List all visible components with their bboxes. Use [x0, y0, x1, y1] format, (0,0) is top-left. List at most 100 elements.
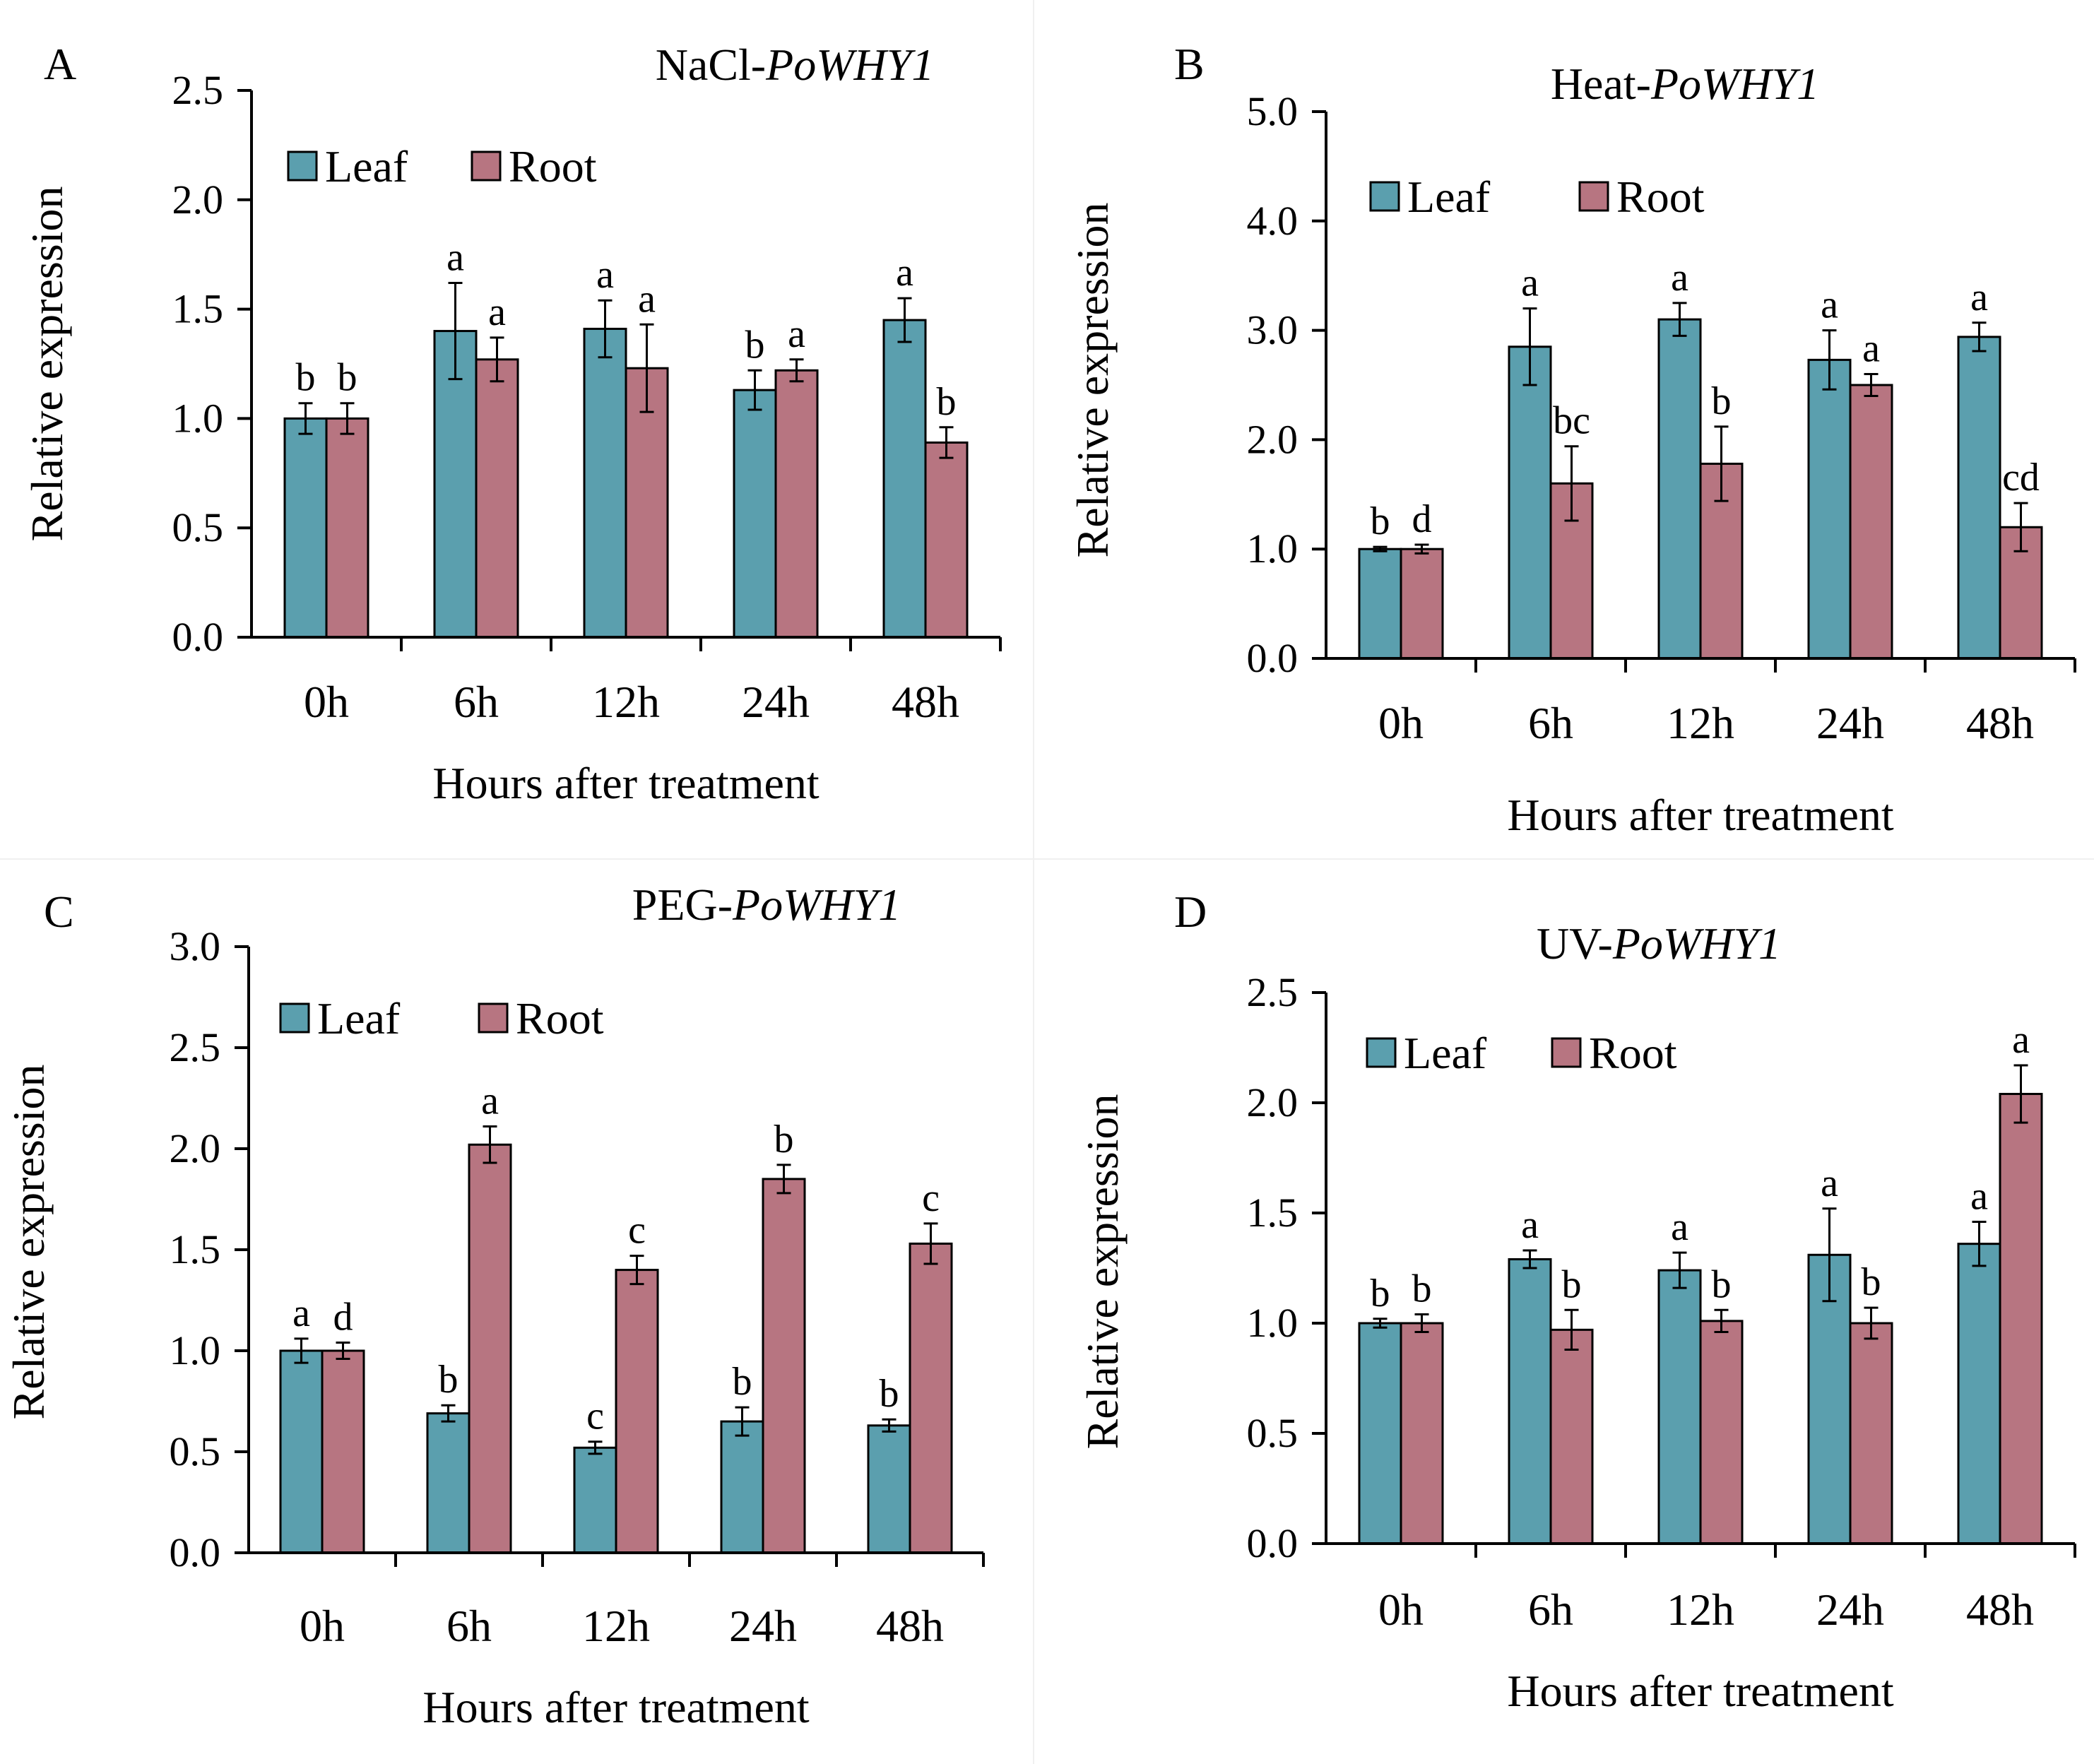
bar-leaf	[1358, 547, 1402, 660]
significance-label: d	[1412, 497, 1432, 541]
x-tick-label: 6h	[454, 677, 499, 727]
chart-title-prefix: PEG-	[632, 880, 733, 930]
bar-root	[615, 1269, 659, 1554]
significance-label: c	[922, 1176, 940, 1220]
bar-root	[1849, 384, 1893, 660]
x-tick-label: 48h	[892, 677, 959, 727]
bar-leaf	[426, 1412, 471, 1554]
significance-label: a	[292, 1291, 310, 1335]
significance-label: a	[446, 235, 464, 279]
x-axis-label: Hours after treatment	[1507, 1666, 1894, 1716]
significance-label: b	[296, 356, 316, 400]
legend-swatch-root	[1578, 181, 1609, 212]
x-tick-label: 6h	[1528, 1585, 1573, 1635]
x-tick-label: 0h	[300, 1601, 345, 1651]
y-tick-label: 2.5	[1247, 969, 1299, 1015]
significance-label: b	[937, 380, 957, 424]
significance-label: a	[2012, 1018, 2030, 1062]
y-axis-label: Relative expression	[1077, 1094, 1128, 1450]
y-tick-label: 1.0	[172, 395, 224, 441]
significance-label: b	[733, 1360, 752, 1404]
significance-label: a	[596, 253, 614, 297]
panel-letter: C	[44, 887, 74, 937]
y-tick-label: 1.0	[1247, 1300, 1299, 1346]
bar-root	[468, 1143, 512, 1554]
bar-leaf	[720, 1420, 764, 1554]
panel-divider-vertical	[1033, 0, 1034, 1764]
y-axis-label: Relative expression	[22, 187, 72, 542]
bar-root	[1999, 1093, 2043, 1545]
x-axis-label: Hours after treatment	[432, 758, 820, 808]
x-tick-label: 24h	[742, 677, 810, 727]
bar-root	[625, 367, 669, 639]
bar-root	[1549, 1328, 1594, 1545]
legend-label-root: Root	[509, 141, 597, 191]
panel-letter: B	[1174, 39, 1205, 89]
x-tick-label: 48h	[1966, 698, 2034, 748]
bar-root	[1400, 547, 1444, 660]
significance-label: a	[638, 277, 656, 321]
chart-title: NaCl-PoWHY1	[656, 40, 935, 90]
legend-swatch-leaf	[287, 150, 318, 182]
bar-leaf	[733, 389, 777, 639]
y-tick-label: 2.0	[1247, 416, 1299, 462]
legend-swatch-root	[478, 1002, 509, 1034]
significance-label: a	[1970, 1174, 1988, 1218]
panel-a: A NaCl-PoWHY1 0.0 0.5 1.0 1.5 2.0 2.5 b b 0h a a 6h a a…	[0, 0, 1047, 882]
x-axis-label: Hours after treatment	[1507, 790, 1894, 840]
bar-leaf	[1358, 1322, 1402, 1545]
chart-title-prefix: Heat-	[1551, 59, 1651, 109]
y-tick-label: 2.0	[1247, 1079, 1299, 1125]
significance-label: b	[1862, 1260, 1881, 1304]
y-tick-label: 0.0	[170, 1529, 221, 1575]
significance-label: b	[1371, 1272, 1390, 1315]
legend-swatch-leaf	[1369, 181, 1400, 212]
significance-label: a	[1671, 256, 1688, 300]
significance-label: c	[628, 1209, 646, 1253]
significance-label: b	[1712, 379, 1732, 423]
x-tick-label: 12h	[1667, 1585, 1734, 1635]
legend-label-root: Root	[1589, 1028, 1677, 1078]
y-tick-label: 3.0	[1247, 307, 1299, 353]
bar-root	[1699, 1320, 1744, 1545]
y-tick-label: 1.5	[172, 286, 224, 332]
legend-label-root: Root	[1616, 172, 1705, 222]
significance-label: b	[774, 1118, 794, 1161]
bar-root	[924, 441, 969, 639]
y-tick-label: 2.0	[170, 1125, 221, 1171]
bar-leaf	[1657, 318, 1702, 660]
bar-leaf	[583, 327, 627, 639]
bar-root	[1400, 1322, 1444, 1545]
significance-label: a	[1521, 261, 1539, 305]
bar-leaf	[1508, 1258, 1552, 1545]
x-tick-label: 12h	[592, 677, 660, 727]
legend-swatch-root	[1551, 1037, 1582, 1068]
bar-leaf	[1957, 336, 2001, 660]
y-tick-label: 0.5	[170, 1428, 221, 1474]
y-tick-label: 0.0	[1247, 635, 1299, 681]
bar-root	[475, 358, 519, 639]
chart-title: UV-PoWHY1	[1537, 918, 1781, 969]
bar-leaf	[279, 1349, 324, 1554]
significance-label: b	[880, 1372, 899, 1416]
legend-swatch-root	[471, 150, 502, 182]
bar-leaf	[283, 417, 328, 639]
significance-label: b	[1412, 1267, 1432, 1311]
bar-root	[774, 369, 819, 639]
x-tick-label: 48h	[876, 1601, 944, 1651]
x-tick-label: 12h	[1667, 698, 1734, 748]
significance-label: b	[745, 323, 765, 367]
significance-label: a	[1671, 1205, 1688, 1249]
y-tick-label: 0.5	[1247, 1410, 1299, 1456]
significance-label: b	[439, 1358, 459, 1402]
legend-label-root: Root	[516, 993, 604, 1043]
y-tick-label: 4.0	[1247, 198, 1299, 244]
bar-leaf	[882, 319, 927, 639]
bar-leaf	[1807, 358, 1852, 660]
significance-label: c	[586, 1395, 604, 1438]
significance-label: a	[488, 290, 506, 334]
bar-leaf	[1957, 1243, 2001, 1545]
y-axis-label: Relative expression	[1067, 203, 1118, 558]
